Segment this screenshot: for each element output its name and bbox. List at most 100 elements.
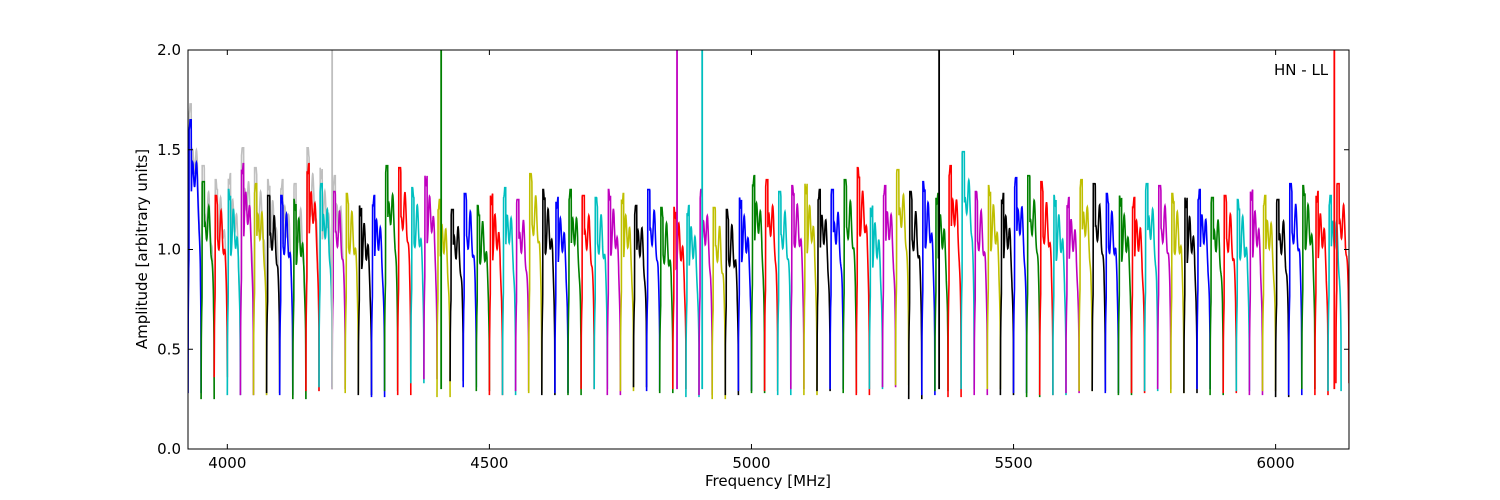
series-window-line	[344, 192, 360, 394]
frame-group: 4000 4500 5000 5500 6000 0.0 0.5 1.0 1.5 2.0	[157, 41, 1350, 472]
series-window-line	[541, 188, 556, 396]
series-window-line	[868, 205, 884, 390]
series-window-line	[292, 198, 307, 400]
text-group: Frequency [MHz] Amplitude [arbitrary uni…	[133, 61, 1329, 490]
series-window-line	[1130, 196, 1146, 394]
series-window-line	[462, 192, 478, 388]
series-window-line	[318, 182, 333, 388]
series-window-line	[973, 190, 989, 396]
series-window-line	[567, 188, 582, 396]
series-window-line	[1012, 176, 1028, 394]
series-window-line	[632, 204, 648, 388]
series-window-line	[776, 190, 792, 396]
series-window-line	[580, 194, 595, 390]
series-window-line	[396, 166, 412, 396]
series-window-line	[645, 188, 661, 392]
series-window-line	[1248, 189, 1264, 396]
series-window-line	[1287, 182, 1303, 396]
series-window-line	[410, 186, 425, 384]
series-window-line	[305, 162, 320, 392]
y-tick-label: 1.5	[157, 141, 181, 159]
series-window-line	[514, 198, 530, 392]
series-window-line	[488, 193, 504, 396]
series-window-line	[1038, 180, 1054, 396]
series-window-line	[986, 184, 1002, 390]
series-window-line	[672, 206, 687, 390]
series-window-line	[842, 178, 858, 394]
series-window-line	[593, 196, 609, 390]
series-group	[188, 50, 1349, 400]
series-window-line	[1078, 178, 1093, 392]
x-tick-label: 5000	[732, 454, 770, 472]
series-window-line	[265, 194, 281, 394]
series-window-line	[606, 188, 622, 396]
y-tick-label: 1.0	[157, 241, 181, 259]
series-window-line	[1222, 194, 1238, 394]
series-window-line	[331, 190, 346, 390]
series-window-line	[1025, 174, 1041, 398]
series-window-line	[252, 182, 268, 396]
y-tick-label: 0.5	[157, 340, 181, 358]
series-window-line	[658, 206, 674, 394]
series-window-line	[803, 183, 818, 396]
series-window-line	[619, 192, 635, 392]
y-tick-label: 0.0	[157, 440, 181, 458]
series-window-line	[881, 184, 897, 388]
series-window-line	[1274, 198, 1290, 398]
series-window-line	[1091, 182, 1107, 392]
series-window-line	[1314, 190, 1329, 396]
series-window-line	[226, 188, 242, 396]
series-window-line	[1209, 196, 1224, 396]
series-window-line	[1156, 184, 1172, 390]
series-window-line	[711, 206, 727, 400]
series-window-line	[934, 192, 949, 392]
series-window-line	[1301, 184, 1316, 390]
series-window-line	[855, 166, 871, 396]
x-tick-label: 5500	[994, 454, 1032, 472]
series-window-line	[724, 208, 740, 396]
series-window-line	[1335, 182, 1349, 384]
y-tick-label: 2.0	[157, 41, 181, 59]
series-window-line	[960, 150, 975, 390]
series-window-line	[357, 205, 373, 396]
series-window-line	[829, 188, 844, 390]
series-window-line	[475, 204, 491, 392]
series-window-line	[763, 178, 779, 392]
series-window-line	[698, 188, 713, 396]
x-axis-label: Frequency [MHz]	[705, 472, 831, 490]
series-window-line	[501, 186, 517, 396]
series-window-line	[894, 168, 910, 386]
series-window-line	[554, 196, 569, 394]
chart-annotation: HN - LL	[1274, 61, 1329, 79]
series-window-line	[278, 194, 294, 396]
series-window-line	[921, 180, 936, 396]
series-window-line	[1196, 188, 1211, 390]
series-window-line	[1117, 195, 1133, 396]
series-window-line	[1170, 192, 1185, 394]
series-window-line	[370, 194, 386, 398]
x-tick-label: 4000	[208, 454, 246, 472]
series-window-line	[188, 119, 202, 394]
series-window-line	[449, 208, 464, 382]
series-window-line	[947, 164, 962, 398]
series-window-line	[685, 204, 700, 398]
series-window-line	[423, 175, 438, 380]
series-window-line	[907, 190, 923, 400]
plot-area	[188, 50, 1349, 400]
series-window-line	[737, 197, 753, 392]
series-window-line	[1261, 194, 1277, 392]
series-window-line	[999, 192, 1015, 396]
x-tick-label: 6000	[1257, 454, 1295, 472]
y-axis-label: Amplitude [arbitrary units]	[133, 149, 151, 349]
series-window-line	[383, 164, 399, 392]
x-tick-label: 4500	[470, 454, 508, 472]
series-window-line	[1104, 192, 1120, 394]
series-window-line	[816, 188, 831, 392]
series-window-line	[1143, 182, 1159, 392]
series-window-line	[200, 180, 215, 400]
series-window-line	[1065, 196, 1080, 394]
series-window-line	[1183, 197, 1198, 394]
series-window-line	[213, 194, 229, 378]
